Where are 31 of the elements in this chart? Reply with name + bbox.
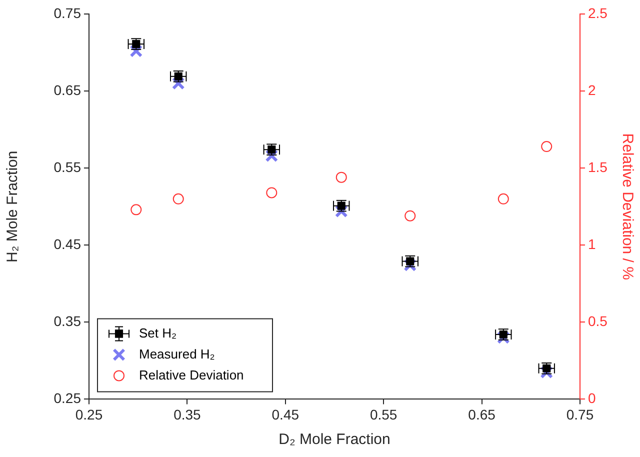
- legend-label: Measured H₂: [139, 346, 215, 362]
- legend-label: Relative Deviation: [139, 367, 244, 382]
- y2-tick-label: 2: [588, 82, 596, 98]
- x-tick-label: 0.35: [174, 406, 202, 422]
- y-tick-label: 0.35: [54, 313, 82, 330]
- y-tick-label: 0.45: [54, 236, 82, 252]
- y-tick-label: 0.75: [54, 4, 82, 21]
- y2-axis-title: Relative Deviation / %: [618, 133, 636, 280]
- y2-tick-label: 2.5: [588, 4, 608, 21]
- y2-tick-label: 1: [588, 236, 596, 252]
- y2-tick-label: 0.5: [588, 313, 608, 330]
- y-axis-title: H₂ Mole Fraction: [4, 150, 22, 262]
- x-tick-label: 0.75: [566, 406, 594, 422]
- x-tick-label: 0.65: [468, 406, 496, 422]
- point: [336, 172, 347, 183]
- point: [404, 210, 416, 222]
- y-tick-label: 0.65: [54, 82, 82, 98]
- x-tick-label: 0.45: [272, 406, 300, 422]
- y-tick-label: 0.25: [54, 390, 82, 406]
- legend-label: Set H₂: [139, 325, 177, 340]
- point: [172, 193, 184, 204]
- y2-tick-label: 0: [588, 390, 596, 406]
- point: [541, 141, 552, 152]
- y-tick-label: 0.55: [54, 158, 82, 175]
- point: [498, 193, 509, 204]
- point: [266, 187, 278, 198]
- point: [130, 204, 142, 216]
- x-tick-label: 0.55: [370, 406, 398, 422]
- y2-tick-label: 1.5: [588, 158, 608, 175]
- x-axis-title: D₂ Mole Fraction: [278, 431, 390, 448]
- x-tick-label: 0.25: [75, 406, 103, 422]
